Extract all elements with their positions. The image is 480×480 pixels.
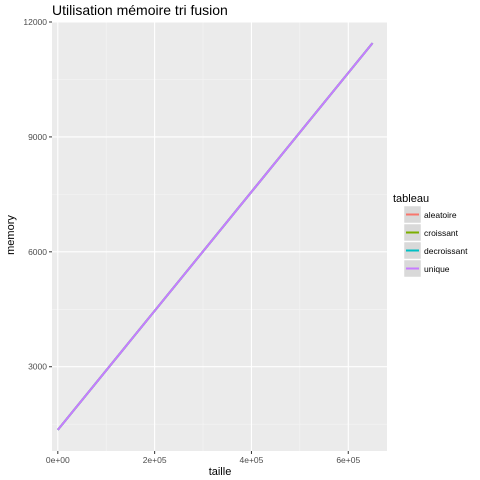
y-tick-label: 6000 [28,247,47,257]
x-axis: 0e+00 2e+05 4e+05 6e+05 [46,451,360,465]
legend-title: tableau [393,193,429,205]
x-tick-label: 4e+05 [240,455,264,465]
y-tick-label: 3000 [28,362,47,372]
chart-title: Utilisation mémoire tri fusion [52,2,228,18]
series-line-unique [57,42,374,431]
legend-label-decroissant: decroissant [424,246,468,256]
x-tick-label: 2e+05 [143,455,167,465]
y-axis-title: memory [5,215,17,255]
x-tick-label: 0e+00 [46,455,70,465]
x-tick-label: 6e+05 [336,455,360,465]
x-axis-title: taille [209,466,232,478]
legend: tableau aleatoire croissant decroissant uni… [393,193,468,278]
y-tick-label: 12000 [23,17,47,27]
y-axis: 3000 6000 9000 12000 [23,17,52,372]
y-tick-label: 9000 [28,132,47,142]
legend-label-croissant: croissant [424,228,459,238]
plot-area [52,21,387,451]
legend-label-aleatoire: aleatoire [424,210,457,220]
legend-label-unique: unique [424,264,450,274]
